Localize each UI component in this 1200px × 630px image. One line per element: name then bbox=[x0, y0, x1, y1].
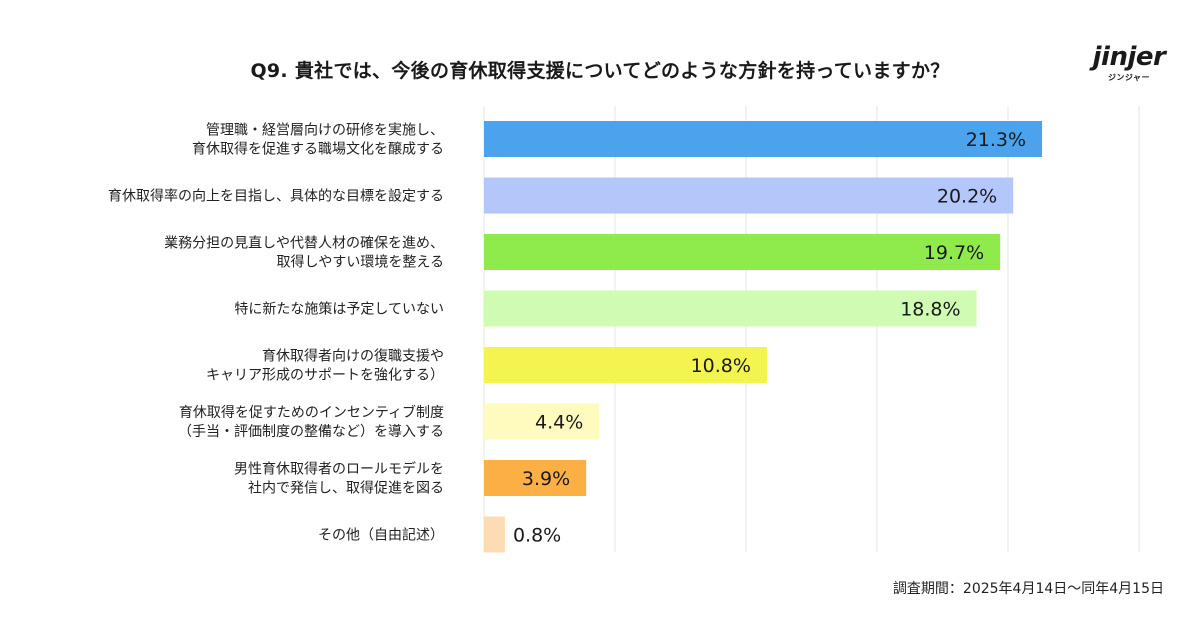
category-label: 取得しやすい環境を整える bbox=[277, 254, 444, 271]
bars bbox=[484, 121, 1043, 553]
category-label: （手当・評価制度の整備など）を導入する bbox=[178, 424, 444, 440]
value-label: 4.4% bbox=[535, 412, 583, 434]
category-label: 業務分担の見直しや代替人材の確保を進め、 bbox=[164, 235, 444, 252]
category-label: その他（自由記述） bbox=[318, 527, 444, 544]
logo-subtitle: ジンジャー bbox=[1107, 73, 1151, 82]
jinjer-logo: jinjer ジンジャー bbox=[1086, 44, 1172, 83]
value-label: 21.3% bbox=[966, 129, 1026, 151]
bar bbox=[484, 234, 1001, 270]
logo-wordmark: jinjer bbox=[1092, 42, 1166, 72]
bar bbox=[484, 516, 505, 553]
survey-period-note: 調査期間：2025年4月14日〜同年4月15日 bbox=[892, 581, 1164, 597]
category-labels: 管理職・経営層向けの研修を実施し、育休取得を促進する職場文化を醸成する育休取得率… bbox=[108, 123, 444, 544]
value-label: 20.2% bbox=[937, 186, 997, 208]
bar bbox=[484, 460, 587, 496]
value-label: 3.9% bbox=[522, 468, 570, 490]
category-label: 特に新たな施策は予定していない bbox=[234, 301, 444, 318]
value-label: 10.8% bbox=[691, 355, 751, 377]
bar bbox=[484, 177, 1014, 214]
value-label: 18.8% bbox=[900, 299, 960, 321]
category-label: 管理職・経営層向けの研修を実施し、 bbox=[206, 123, 444, 139]
value-label: 19.7% bbox=[924, 242, 984, 264]
category-label: 育休取得を促すためのインセンティブ制度 bbox=[179, 404, 444, 421]
category-label: 社内で発信し、取得促進を図る bbox=[248, 480, 444, 497]
chart-title: Q9. 貴社では、今後の育休取得支援についてどのような方針を持っていますか？ bbox=[250, 60, 950, 82]
value-label: 0.8% bbox=[513, 525, 561, 547]
category-label: 育休取得者向けの復職支援や bbox=[262, 348, 444, 365]
value-labels: 21.3% 20.2% 19.7% 18.8% 10.8% 4.4% 3.9% 0.8% bbox=[513, 129, 1026, 547]
bar bbox=[484, 403, 600, 440]
bar bbox=[484, 290, 977, 327]
category-label: 育休取得を促進する職場文化を醸成する bbox=[192, 141, 444, 158]
category-label: 育休取得率の向上を目指し、具体的な目標を設定する bbox=[108, 188, 444, 205]
bar bbox=[484, 121, 1043, 157]
category-label: 男性育休取得者のロールモデルを bbox=[234, 461, 444, 478]
bar bbox=[484, 347, 767, 383]
category-label: キャリア形成のサポートを強化する） bbox=[206, 368, 444, 384]
